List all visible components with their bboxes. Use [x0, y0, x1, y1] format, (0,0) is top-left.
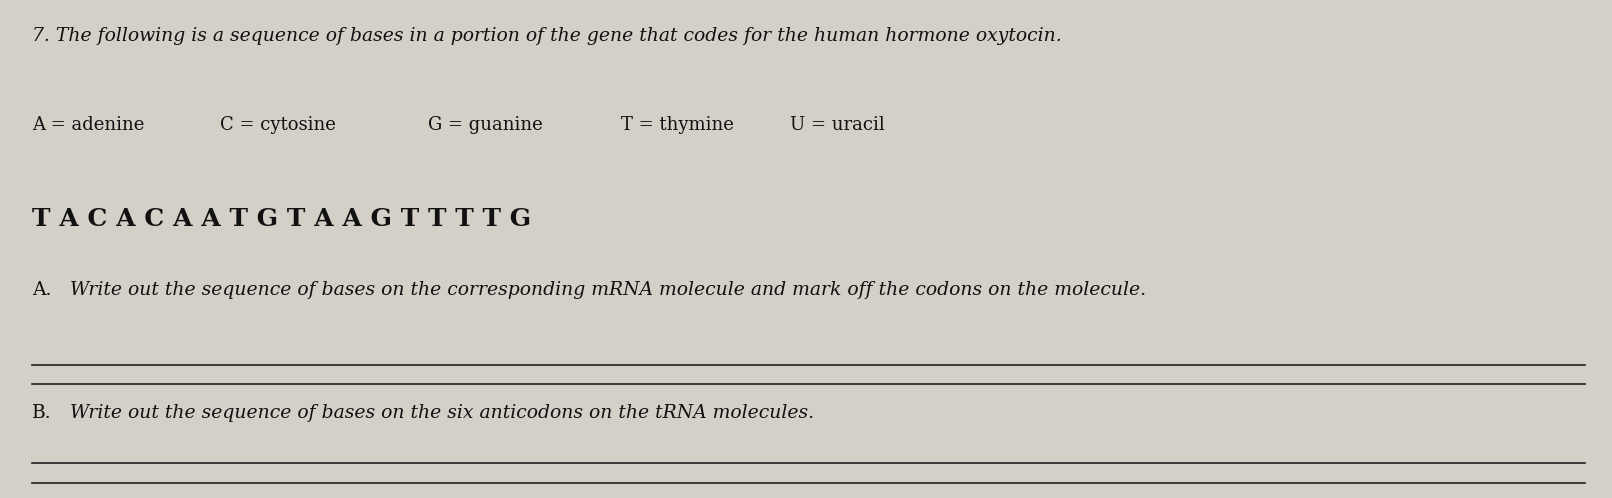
Text: A = adenine: A = adenine	[32, 116, 143, 134]
Text: C = cytosine: C = cytosine	[219, 116, 335, 134]
Text: A.: A.	[32, 281, 52, 299]
Text: Write out the sequence of bases on the six anticodons on the tRNA molecules.: Write out the sequence of bases on the s…	[71, 404, 814, 422]
Text: G = guanine: G = guanine	[429, 116, 543, 134]
Text: T A C A C A A T G T A A G T T T T G: T A C A C A A T G T A A G T T T T G	[32, 207, 530, 231]
Text: Write out the sequence of bases on the corresponding mRNA molecule and mark off : Write out the sequence of bases on the c…	[71, 281, 1146, 299]
Text: 7. The following is a sequence of bases in a portion of the gene that codes for : 7. The following is a sequence of bases …	[32, 27, 1061, 45]
Text: U = uracil: U = uracil	[790, 116, 885, 134]
Text: T = thymine: T = thymine	[621, 116, 733, 134]
Text: B.: B.	[32, 404, 52, 422]
